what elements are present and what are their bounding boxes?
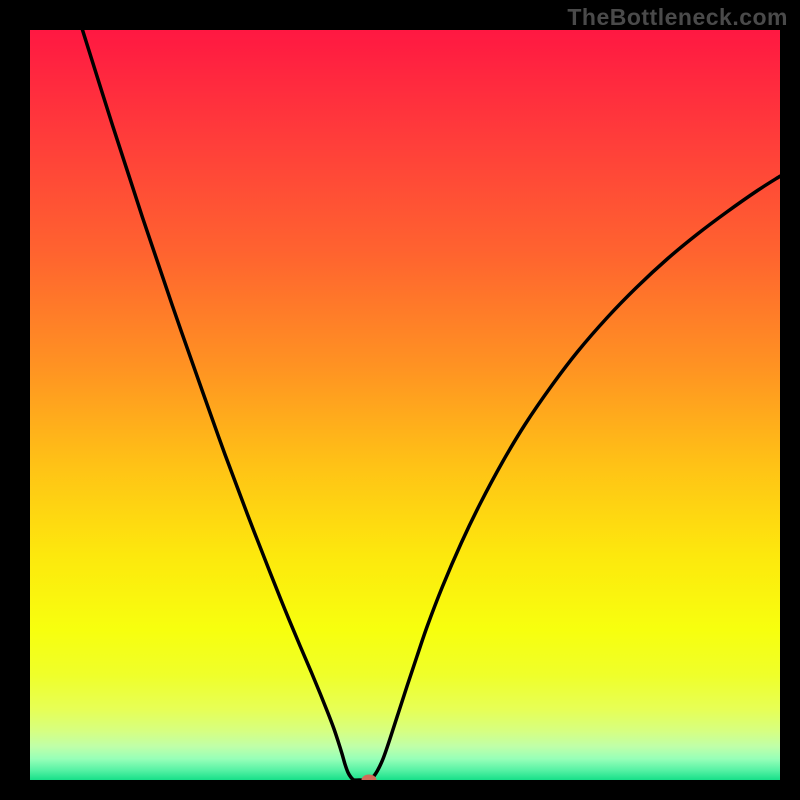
plot-area (30, 30, 780, 780)
chart-frame: TheBottleneck.com (0, 0, 800, 800)
watermark-text: TheBottleneck.com (567, 4, 788, 31)
plot-background (30, 30, 780, 780)
chart-svg (30, 30, 780, 780)
